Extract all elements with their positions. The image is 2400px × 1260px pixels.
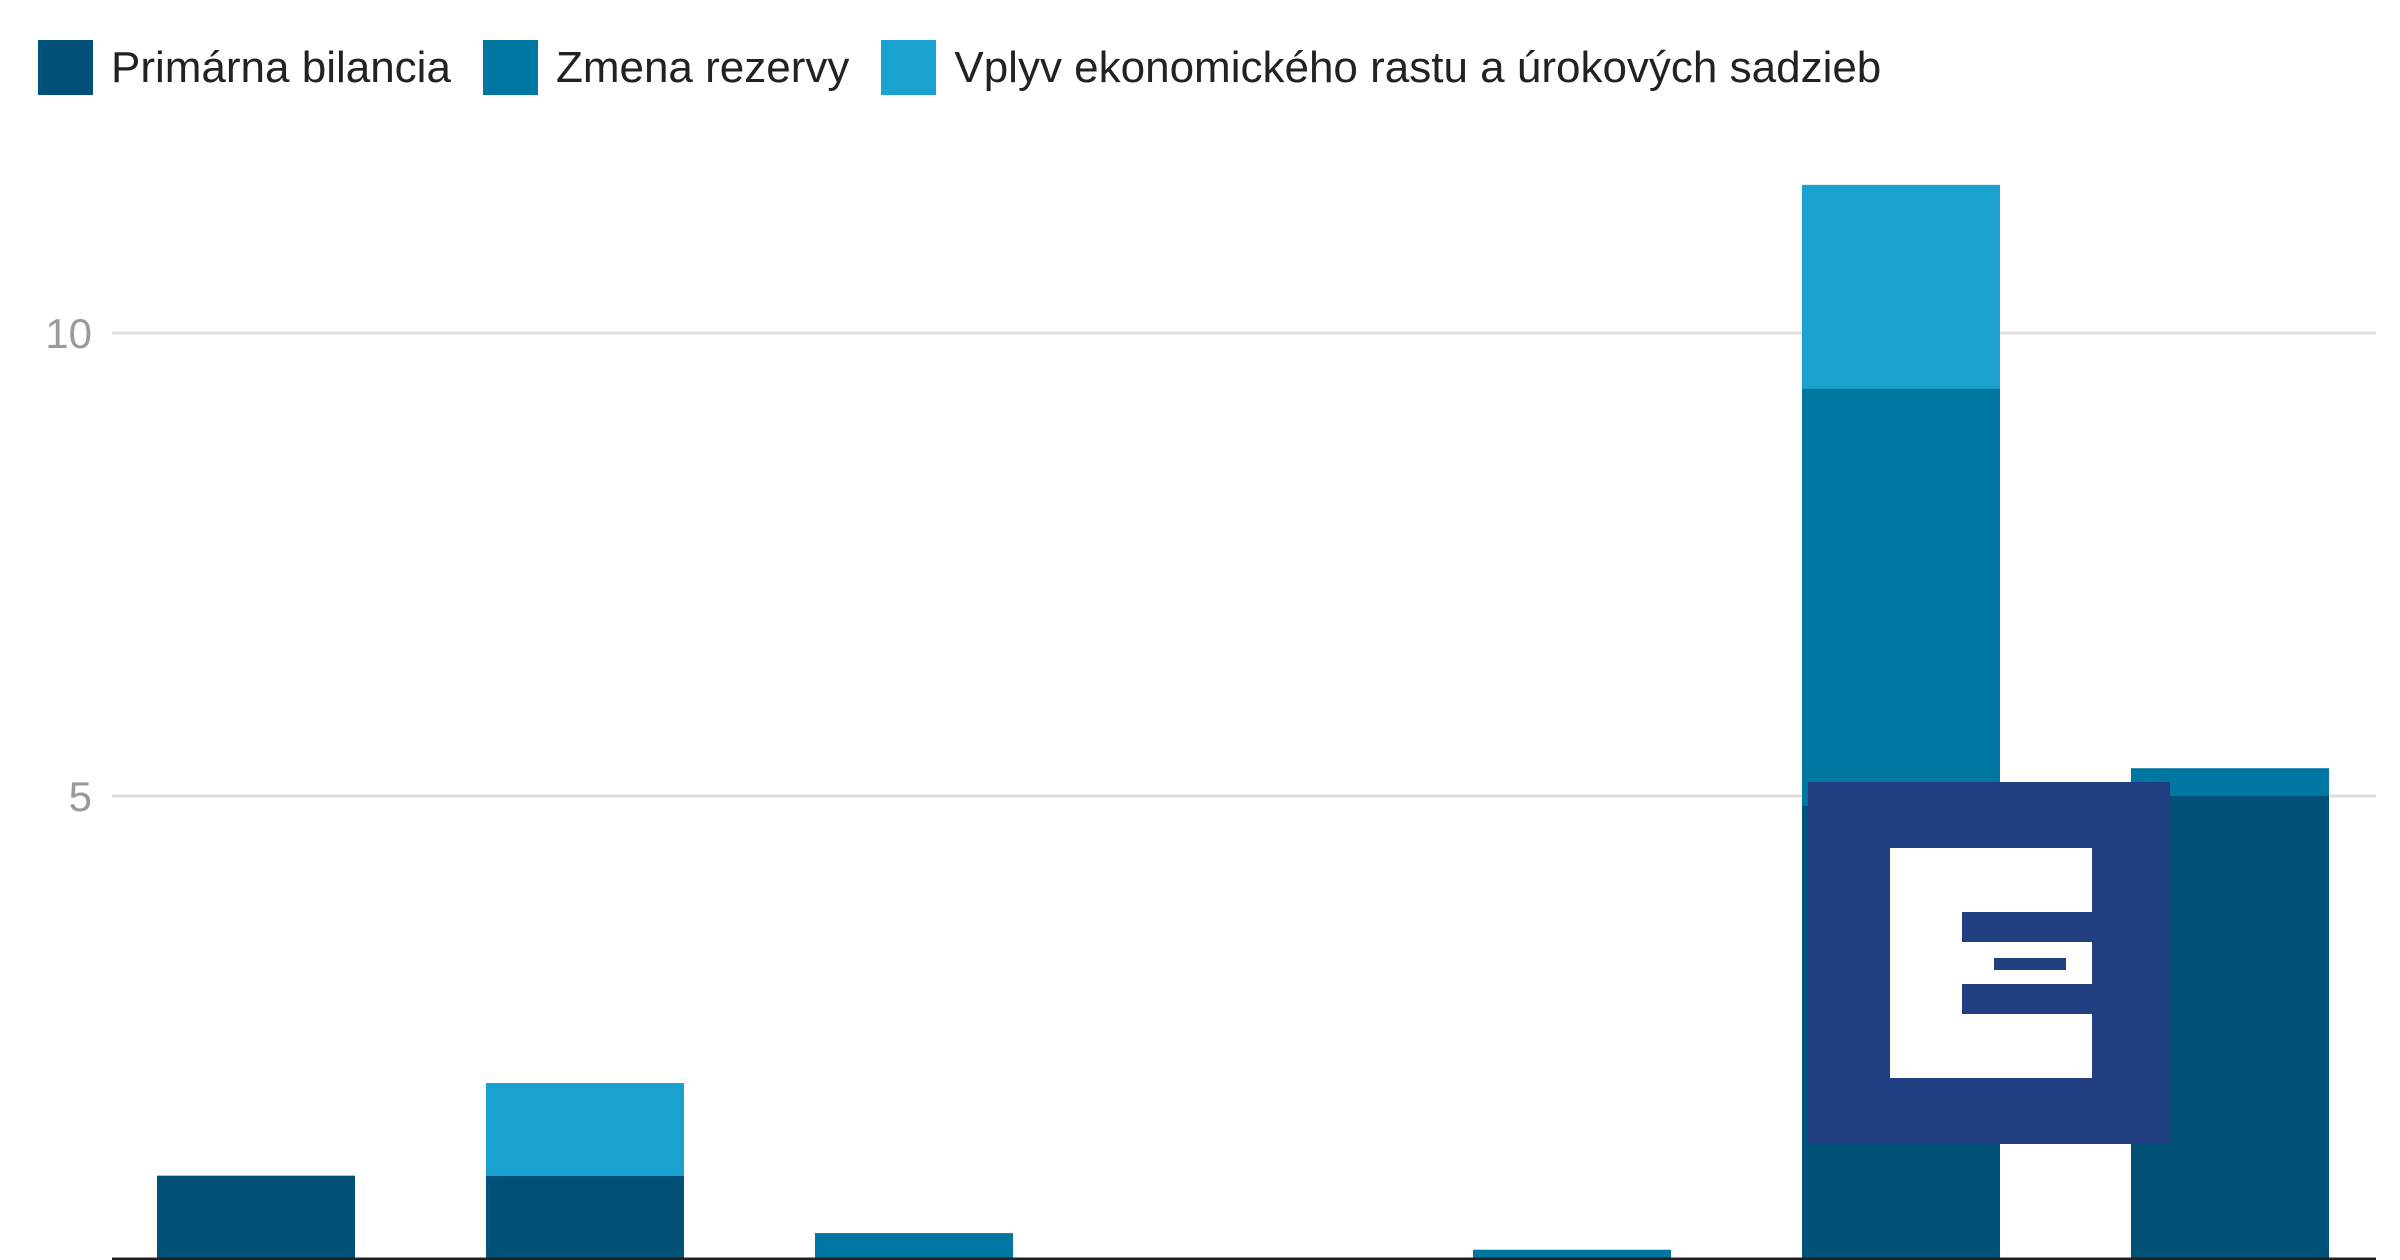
y-tick-label: 5 xyxy=(69,773,92,820)
legend-label: Vplyv ekonomického rastu a úrokových sad… xyxy=(954,42,1882,92)
legend-item: Primárna bilancia xyxy=(38,40,451,95)
legend-label: Primárna bilancia xyxy=(111,42,451,92)
bar-segment xyxy=(157,1175,355,1259)
bar-segment xyxy=(1802,184,2000,389)
chart-legend: Primárna bilancia Zmena rezervy Vplyv ekon… xyxy=(38,40,1913,95)
legend-item: Zmena rezervy xyxy=(482,40,850,95)
bar-segment xyxy=(1473,1249,1671,1259)
bar-segment xyxy=(815,1233,1013,1259)
legend-swatch xyxy=(881,40,937,95)
legend-label: Zmena rezervy xyxy=(555,42,850,92)
bar-segment xyxy=(1802,388,2000,806)
y-tick-label: 10 xyxy=(45,310,92,357)
bar-segment xyxy=(486,1175,684,1259)
logo-watermark xyxy=(1808,782,2170,1144)
legend-item: Vplyv ekonomického rastu a úrokových sad… xyxy=(881,40,1881,95)
bar-segment xyxy=(486,1083,684,1176)
legend-swatch xyxy=(38,40,93,95)
legend-swatch xyxy=(482,40,538,95)
logo-e-icon xyxy=(1890,848,2092,1078)
